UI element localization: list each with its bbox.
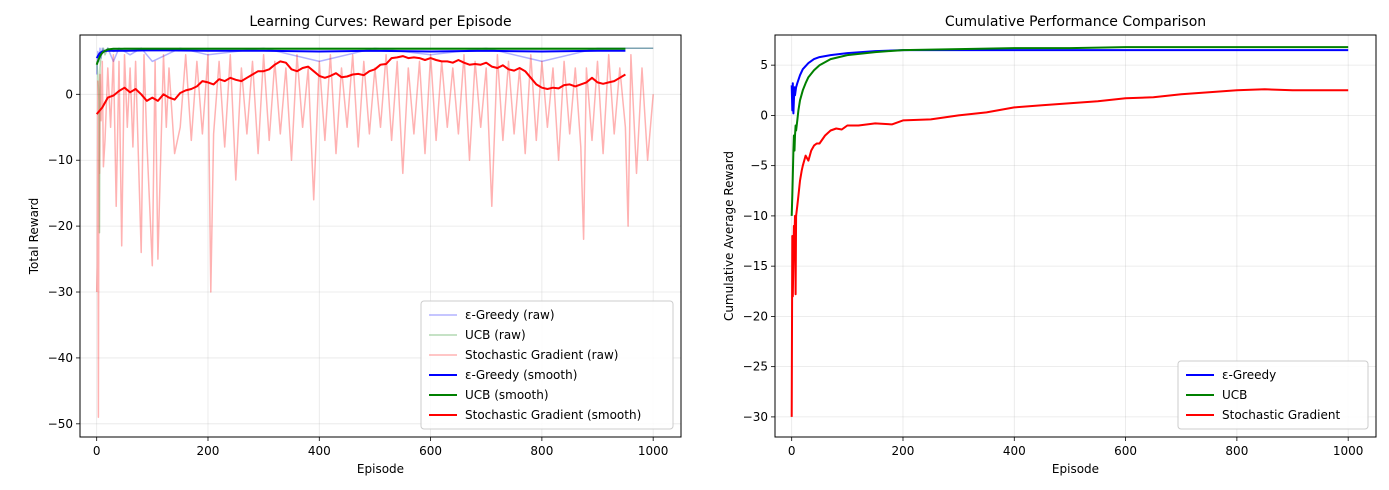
x-tick-label: 800 [530,444,553,458]
series-line-2 [95,54,654,418]
y-tick-label: −40 [48,351,73,365]
x-tick-label: 1000 [1333,444,1364,458]
x-tick-label: 600 [419,444,442,458]
y-tick-label: 5 [760,58,768,72]
legend-entry-label: ε-Greedy [1222,368,1276,382]
x-tick-label: 200 [197,444,220,458]
x-tick-label: 1000 [638,444,669,458]
legend-box [1177,360,1369,430]
series-line-0 [790,49,1349,115]
x-tick-label: 800 [1225,444,1248,458]
series-layer [790,46,1349,417]
y-tick-label: −5 [750,159,768,173]
cumulative-performance-chart: 0 200 400 600 800 1000 −30 −25 −20 −15 −10 −5 0 5 Cum… [722,14,1377,476]
legend-entry-label: Stochastic Gradient (smooth) [465,408,641,422]
grid [80,35,681,437]
x-tick-label: 400 [1003,444,1026,458]
y-tick-label: −10 [743,209,768,223]
y-tick-label: −30 [48,285,73,299]
learning-curves-chart: 0 200 400 600 800 1000 −50 −40 −30 −20 −10 0 Learni… [27,14,682,476]
plot-frame [79,34,682,438]
y-tick-label: −30 [743,410,768,424]
y-tick-label: −20 [48,219,73,233]
chart-title: Learning Curves: Reward per Episode [249,14,511,30]
x-axis-label: Episode [1052,462,1099,476]
y-tick-label: 0 [760,108,768,122]
series-line-5 [95,55,626,115]
series-line-2 [790,88,1349,417]
y-tick-label: −50 [48,417,73,431]
x-tick-label: 200 [892,444,915,458]
legend-box [420,300,674,430]
chart-title: Cumulative Performance Comparison [945,14,1206,30]
series-line-4 [95,47,626,66]
y-tick-label: −20 [743,309,768,323]
y-tick-label: −25 [743,360,768,374]
legend: ε-Greedy UCB Stochastic Gradient [1177,360,1369,430]
legend-entry-label: UCB (smooth) [465,388,549,402]
series-layer [95,47,654,418]
legend-entry-label: ε-Greedy (smooth) [465,368,577,382]
legend-entry-label: UCB (raw) [465,328,526,342]
legend: ε-Greedy (raw) UCB (raw) Stochastic Gradie… [420,300,674,430]
ticks: 0 200 400 600 800 1000 −50 −40 −30 −20 −10 0 [48,87,669,458]
y-axis-label: Total Reward [27,198,41,276]
legend-entry-label: Stochastic Gradient (raw) [465,348,618,362]
x-tick-label: 0 [788,444,796,458]
y-tick-label: 0 [65,87,73,101]
series-line-1 [790,46,1349,216]
x-tick-label: 600 [1114,444,1137,458]
legend-entry-label: ε-Greedy (raw) [465,308,555,322]
y-tick-label: −15 [743,259,768,273]
plot-frame [774,34,1377,438]
x-tick-label: 0 [93,444,101,458]
y-tick-label: −10 [48,153,73,167]
y-axis-label: Cumulative Average Reward [722,151,736,321]
x-tick-label: 400 [308,444,331,458]
ticks: 0 200 400 600 800 1000 −30 −25 −20 −15 −10 −5 0 5 [743,58,1364,458]
legend-entry-label: Stochastic Gradient [1222,408,1340,422]
x-axis-label: Episode [357,462,404,476]
legend-entry-label: UCB [1222,388,1247,402]
